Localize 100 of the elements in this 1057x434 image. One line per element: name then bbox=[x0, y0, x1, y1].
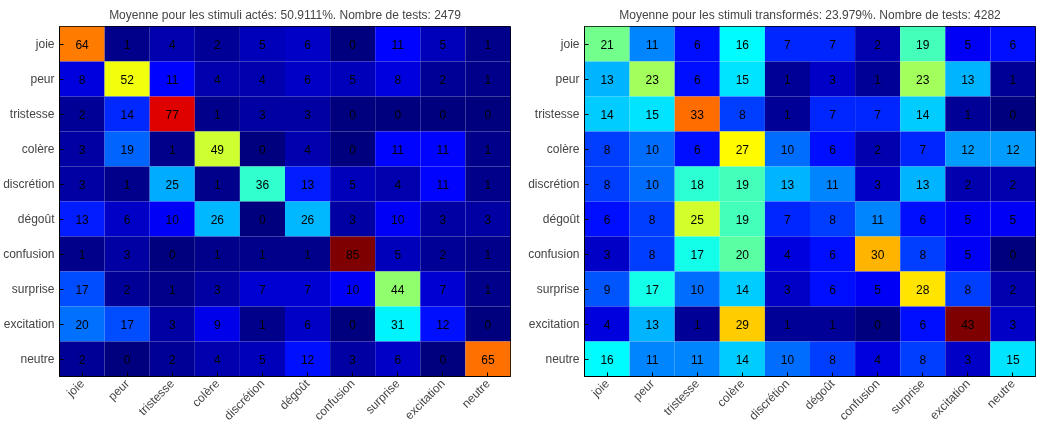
data-label: 6 bbox=[919, 212, 927, 227]
data-label: 0 bbox=[484, 317, 492, 332]
data-label: 10 bbox=[690, 282, 705, 297]
data-label: 8 bbox=[394, 72, 402, 87]
data-label: 14 bbox=[735, 282, 750, 297]
y-tick-label: peur bbox=[555, 72, 580, 86]
y-tick-label: dégoût bbox=[542, 212, 581, 226]
data-label: 17 bbox=[120, 317, 135, 332]
data-label: 6 bbox=[693, 72, 701, 87]
data-label: 1 bbox=[78, 247, 86, 262]
data-label: 1 bbox=[784, 72, 792, 87]
y-tick-label: joie bbox=[559, 37, 580, 51]
data-label: 77 bbox=[165, 107, 180, 122]
data-label: 12 bbox=[1006, 142, 1020, 157]
data-label: 16 bbox=[600, 352, 615, 367]
data-label: 6 bbox=[603, 212, 611, 227]
data-label: 0 bbox=[439, 107, 447, 122]
data-label: 8 bbox=[603, 177, 611, 192]
data-label: 3 bbox=[349, 352, 357, 367]
data-label: 1 bbox=[214, 177, 222, 192]
data-label: 7 bbox=[784, 212, 792, 227]
data-label: 5 bbox=[1009, 212, 1017, 227]
data-label: 6 bbox=[693, 142, 701, 157]
data-label: 0 bbox=[349, 317, 357, 332]
y-tick-label: peur bbox=[30, 72, 55, 86]
data-label: 27 bbox=[735, 142, 750, 157]
data-label: 44 bbox=[391, 282, 405, 297]
data-label: 5 bbox=[259, 37, 267, 52]
data-label: 23 bbox=[916, 72, 930, 87]
data-label: 11 bbox=[871, 212, 885, 227]
data-label: 6 bbox=[304, 317, 312, 332]
data-label: 11 bbox=[645, 352, 659, 367]
y-tick-label: discrétion bbox=[528, 177, 580, 191]
data-label: 5 bbox=[259, 352, 267, 367]
y-tick-label: surprise bbox=[11, 282, 55, 296]
data-label: 1 bbox=[484, 72, 492, 87]
data-label: 15 bbox=[645, 107, 660, 122]
data-label: 5 bbox=[394, 247, 402, 262]
data-label: 3 bbox=[168, 317, 176, 332]
data-label: 3 bbox=[484, 212, 492, 227]
data-label: 8 bbox=[603, 142, 611, 157]
data-label: 2 bbox=[874, 142, 882, 157]
y-tick-label: discrétion bbox=[3, 177, 55, 191]
data-label: 5 bbox=[439, 37, 447, 52]
data-label: 3 bbox=[1009, 317, 1017, 332]
data-label: 20 bbox=[75, 317, 90, 332]
data-label: 10 bbox=[391, 212, 405, 227]
data-label: 3 bbox=[603, 247, 611, 262]
y-tick-label: neutre bbox=[545, 352, 580, 366]
data-label: 2 bbox=[874, 37, 882, 52]
data-label: 1 bbox=[693, 317, 701, 332]
data-label: 15 bbox=[735, 72, 750, 87]
data-label: 13 bbox=[780, 177, 795, 192]
data-label: 0 bbox=[123, 352, 131, 367]
data-label: 3 bbox=[123, 247, 131, 262]
data-label: 26 bbox=[210, 212, 225, 227]
y-tick-label: confusion bbox=[528, 247, 580, 261]
data-label: 14 bbox=[735, 352, 750, 367]
data-label: 4 bbox=[603, 317, 611, 332]
data-label: 49 bbox=[210, 142, 225, 157]
data-label: 0 bbox=[168, 247, 176, 262]
data-label: 6 bbox=[829, 282, 837, 297]
data-label: 11 bbox=[826, 177, 840, 192]
data-label: 1 bbox=[784, 317, 792, 332]
data-label: 4 bbox=[784, 247, 792, 262]
data-label: 5 bbox=[964, 247, 972, 262]
data-label: 2 bbox=[1009, 282, 1017, 297]
data-label: 17 bbox=[690, 247, 705, 262]
data-label: 3 bbox=[349, 212, 357, 227]
data-label: 3 bbox=[829, 72, 837, 87]
data-label: 7 bbox=[874, 107, 882, 122]
data-label: 2 bbox=[1009, 177, 1017, 192]
data-label: 13 bbox=[300, 177, 315, 192]
data-label: 3 bbox=[78, 142, 86, 157]
data-label: 17 bbox=[75, 282, 90, 297]
data-label: 2 bbox=[964, 177, 972, 192]
data-label: 10 bbox=[165, 212, 180, 227]
data-label: 18 bbox=[690, 177, 705, 192]
data-label: 3 bbox=[439, 212, 447, 227]
data-label: 10 bbox=[780, 142, 795, 157]
data-label: 2 bbox=[214, 37, 222, 52]
data-label: 8 bbox=[964, 282, 972, 297]
data-label: 5 bbox=[349, 72, 357, 87]
data-label: 19 bbox=[120, 142, 135, 157]
data-label: 8 bbox=[648, 212, 656, 227]
data-label: 11 bbox=[166, 72, 179, 87]
data-label: 4 bbox=[259, 72, 267, 87]
data-label: 1 bbox=[259, 317, 267, 332]
data-label: 11 bbox=[645, 37, 659, 52]
y-tick-label: excitation bbox=[528, 317, 580, 331]
data-label: 6 bbox=[829, 142, 837, 157]
data-label: 2 bbox=[123, 282, 131, 297]
data-label: 1 bbox=[784, 107, 792, 122]
data-label: 13 bbox=[961, 72, 975, 87]
data-label: 17 bbox=[645, 282, 660, 297]
data-label: 6 bbox=[394, 352, 402, 367]
data-label: 8 bbox=[919, 352, 927, 367]
data-label: 10 bbox=[645, 142, 660, 157]
data-label: 19 bbox=[916, 37, 930, 52]
data-label: 19 bbox=[735, 177, 750, 192]
